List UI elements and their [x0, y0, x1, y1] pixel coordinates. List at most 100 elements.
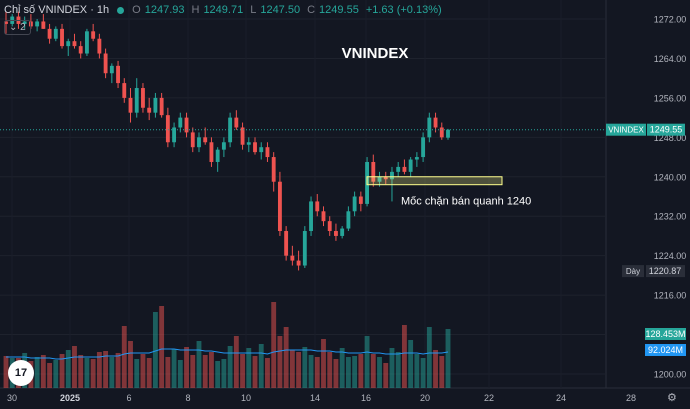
volume-bar [296, 352, 302, 388]
candle-down [122, 83, 127, 98]
price-tick-label: 1200.00 [654, 370, 687, 380]
candle-down [383, 176, 388, 180]
gear-icon[interactable]: ⚙ [667, 392, 677, 404]
volume-bar [302, 347, 308, 388]
time-tick-label: 24 [556, 393, 566, 403]
candle-down [128, 97, 133, 113]
symbol-tag-background [606, 123, 646, 136]
volume-bar [271, 302, 277, 388]
volume-tag-background [645, 344, 686, 356]
tradingview-logo[interactable]: 17 [8, 360, 34, 386]
candle-up [66, 41, 71, 47]
low-value: 1247.50 [260, 4, 301, 16]
volume-bar [140, 354, 146, 388]
volume-bar [177, 360, 183, 388]
volume-bar [65, 350, 71, 388]
price-tick-label: 1248.00 [654, 133, 687, 143]
volume-bar [408, 340, 414, 388]
symbol-title[interactable]: Chỉ số VNINDEX · 1h [4, 4, 110, 16]
candle-up [390, 171, 394, 180]
candle-down [28, 21, 33, 27]
time-axis[interactable]: 30 2025 6 8 10 14 16 20 22 24 28 [7, 393, 636, 403]
candle-down [72, 41, 77, 47]
candle-up [302, 231, 307, 266]
volume-bar [152, 312, 158, 388]
volume-tag-background [645, 328, 686, 340]
candle-up [228, 117, 233, 143]
candle-down [203, 137, 208, 143]
volume-bar [327, 352, 333, 388]
time-tick-label: 6 [126, 393, 131, 403]
volume-bar [283, 327, 289, 388]
candle-down [97, 38, 102, 54]
volume-bar [109, 357, 115, 388]
candle-up [84, 31, 89, 54]
candle-down [371, 161, 376, 182]
volume-bar [34, 357, 40, 388]
volume-bar [395, 352, 401, 388]
volume-bar [202, 355, 208, 388]
candle-down [315, 201, 320, 212]
candle-down [321, 211, 326, 222]
volume-bar [258, 344, 264, 388]
last-price-tag-value: 1249.55 [650, 125, 683, 135]
candle-up [346, 211, 351, 229]
candle-down [253, 142, 257, 153]
volume-bar [383, 363, 389, 388]
candle-up [427, 117, 432, 138]
volume-bar [333, 359, 339, 388]
candle-up [109, 65, 114, 74]
candle-down [159, 97, 164, 116]
low-tag-label-background [622, 265, 644, 278]
volume-bar [128, 341, 133, 388]
volume-bar [240, 354, 245, 388]
symbol-tag-label: VNINDEX [608, 126, 644, 135]
candle-down [439, 127, 444, 138]
time-tick-label: 8 [185, 393, 190, 403]
candle-down [60, 28, 64, 47]
volume-bar [47, 363, 53, 388]
volume-bar [78, 355, 84, 388]
volume-bar [165, 357, 171, 388]
open-value: 1247.93 [144, 4, 185, 16]
indicator-collapse-button[interactable]: ⌄ 2 [4, 20, 31, 35]
chevron-down-icon: ⌄ [9, 22, 18, 33]
volume-bar [321, 339, 326, 388]
candle-up [396, 166, 401, 172]
candle-down [290, 255, 295, 261]
candle-down [190, 132, 195, 148]
volume-bar [196, 341, 202, 388]
candle-up [246, 142, 251, 145]
candle-up [178, 117, 183, 128]
candle-up [408, 159, 413, 172]
volume-bars [3, 302, 451, 388]
candle-down [47, 28, 52, 39]
candle-up [340, 228, 345, 236]
candle-up [446, 129, 450, 138]
market-status-dot-icon [117, 6, 125, 14]
volume-tag-value: 128.453M [645, 329, 685, 339]
candle-down [165, 115, 170, 143]
candle-up [414, 157, 419, 160]
candle-down [184, 117, 189, 133]
volume-bar [184, 347, 189, 388]
time-tick-label: 28 [626, 393, 636, 403]
volume-tag-value: 92.024M [648, 345, 683, 355]
candle-up [134, 88, 139, 113]
volume-bar [377, 357, 382, 388]
volume-bar [53, 360, 59, 388]
volume-bar [96, 352, 102, 388]
candle-up [309, 201, 313, 232]
volume-bar [345, 357, 351, 388]
time-tick-label: 22 [484, 393, 494, 403]
candle-up [221, 142, 226, 150]
volume-bar [364, 336, 370, 388]
candle-up [377, 176, 382, 182]
resistance-zone-box[interactable] [366, 176, 503, 186]
volume-bar [277, 336, 283, 388]
volume-bar [115, 353, 121, 388]
candle-up [22, 21, 27, 24]
volume-bar [414, 354, 420, 388]
